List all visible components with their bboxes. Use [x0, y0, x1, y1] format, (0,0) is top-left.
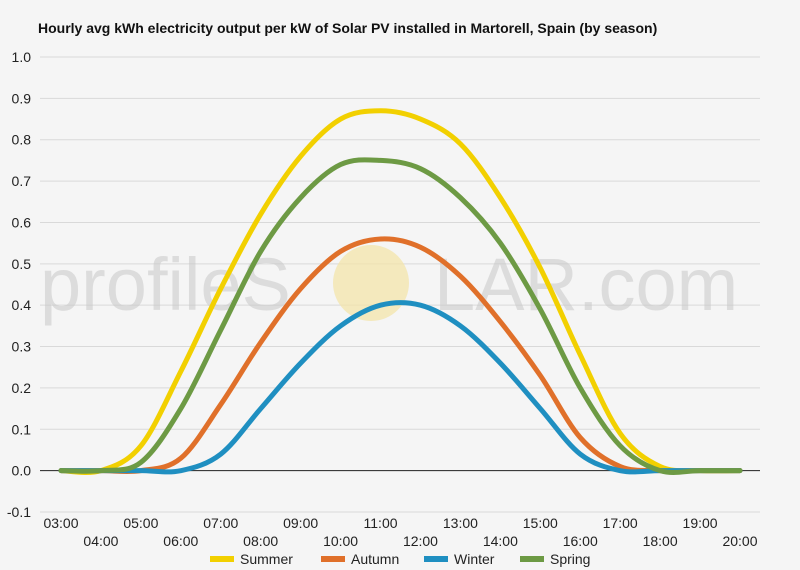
y-tick-label: 0.4 — [12, 297, 32, 313]
x-tick-label: 20:00 — [722, 533, 757, 549]
series-line-summer — [58, 108, 743, 475]
watermark-left: profileS — [40, 243, 291, 326]
y-tick-label: 0.1 — [12, 421, 32, 437]
y-tick-label: 0.6 — [12, 214, 32, 230]
x-tick-label: 09:00 — [283, 515, 318, 531]
y-tick-label: 0.8 — [12, 132, 32, 148]
legend-label: Winter — [454, 551, 495, 567]
x-tick-label: 13:00 — [443, 515, 478, 531]
x-tick-label: 08:00 — [243, 533, 278, 549]
x-tick-label: 04:00 — [83, 533, 118, 549]
legend-label: Summer — [240, 551, 293, 567]
y-tick-label: 1.0 — [12, 49, 32, 65]
series-line-autumn — [58, 236, 743, 475]
x-tick-label: 06:00 — [163, 533, 198, 549]
legend-label: Autumn — [351, 551, 399, 567]
x-tick-label: 14:00 — [483, 533, 518, 549]
x-axis-ticks: 03:00 04:00 05:00 06:00 07:00 08:00 09:00 10:00… — [43, 515, 757, 549]
watermark: profileS LAR.com — [40, 243, 738, 326]
x-tick-label: 19:00 — [683, 515, 718, 531]
x-tick-label: 16:00 — [563, 533, 598, 549]
x-tick-label: 12:00 — [403, 533, 438, 549]
legend-item-winter: Winter — [424, 551, 495, 567]
legend: Summer Autumn Winter Spring — [210, 551, 590, 567]
x-tick-label: 18:00 — [643, 533, 678, 549]
legend-item-spring: Spring — [520, 551, 590, 567]
y-tick-label: 0.2 — [12, 380, 32, 396]
x-tick-label: 03:00 — [43, 515, 78, 531]
y-tick-label: 0.7 — [12, 173, 32, 189]
y-tick-label: 0.3 — [12, 339, 32, 355]
x-tick-label: 17:00 — [603, 515, 638, 531]
y-tick-label: 0.9 — [12, 90, 32, 106]
series-line-winter — [58, 300, 743, 475]
x-tick-label: 05:00 — [123, 515, 158, 531]
y-tick-label: 0.0 — [12, 463, 32, 479]
y-tick-label: 0.5 — [12, 256, 32, 272]
legend-item-summer: Summer — [210, 551, 293, 567]
x-tick-label: 15:00 — [523, 515, 558, 531]
y-axis-ticks: 1.0 0.9 0.8 0.7 0.6 0.5 0.4 0.3 0.2 0.1 0.0 -0.1 — [7, 49, 31, 520]
chart-title: Hourly avg kWh electricity output per kW… — [38, 20, 657, 36]
legend-label: Spring — [550, 551, 590, 567]
y-tick-label: -0.1 — [7, 504, 31, 520]
watermark-right: LAR.com — [434, 243, 738, 326]
legend-item-autumn: Autumn — [321, 551, 399, 567]
series-lines — [58, 108, 743, 475]
x-tick-label: 10:00 — [323, 533, 358, 549]
x-tick-label: 11:00 — [364, 515, 398, 531]
series-line-spring — [58, 157, 743, 475]
x-tick-label: 07:00 — [203, 515, 238, 531]
